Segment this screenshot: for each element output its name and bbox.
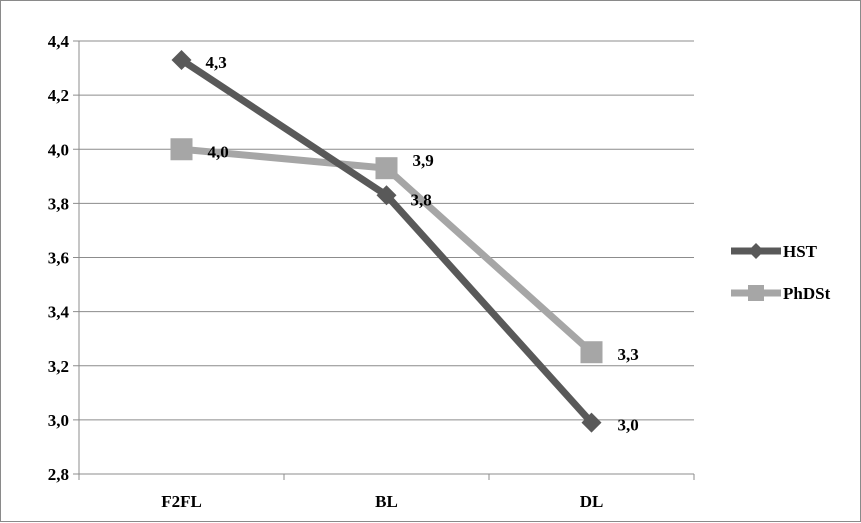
legend-label-hst: HST <box>783 242 818 261</box>
legend-marker-hst <box>748 243 764 259</box>
y-tick-label: 3,0 <box>48 411 69 430</box>
x-tick-label: F2FL <box>161 492 202 511</box>
x-tick-label: BL <box>375 492 398 511</box>
data-label-phdst: 3,9 <box>413 151 434 170</box>
y-tick-label: 4,4 <box>48 32 70 51</box>
data-label-hst: 3,0 <box>618 416 639 435</box>
data-point-hst <box>581 412 602 433</box>
data-point-phdst <box>170 138 193 161</box>
data-point-phdst <box>375 157 398 180</box>
data-labels: 4,3 3,8 3,0 4,0 3,9 3,3 <box>206 53 639 435</box>
y-axis-ticks: 2,8 3,0 3,2 3,4 3,6 3,8 4,0 4,2 4,4 <box>48 32 79 484</box>
y-tick-label: 4,2 <box>48 86 69 105</box>
series-line-hst <box>178 56 595 427</box>
y-tick-label: 3,2 <box>48 357 69 376</box>
y-tick-label: 3,4 <box>48 303 70 322</box>
legend-label-phdst: PhDSt <box>783 284 831 303</box>
data-label-phdst: 3,3 <box>618 345 639 364</box>
data-point-phdst <box>580 341 603 364</box>
y-tick-label: 3,6 <box>48 249 69 268</box>
data-point-hst <box>376 185 397 206</box>
legend-marker-phdst <box>748 285 764 301</box>
data-point-hst <box>171 49 192 70</box>
data-label-phdst: 4,0 <box>208 142 229 161</box>
legend: HST PhDSt <box>731 242 831 303</box>
y-tick-label: 2,8 <box>48 465 69 484</box>
y-tick-label: 3,8 <box>48 194 69 213</box>
series-group <box>170 49 603 433</box>
data-label-hst: 4,3 <box>206 53 227 72</box>
x-axis-ticks: F2FL BL DL <box>78 474 695 511</box>
x-tick-label: DL <box>580 492 604 511</box>
y-tick-label: 4,0 <box>48 140 69 159</box>
series-line-phdst <box>178 145 595 356</box>
data-label-hst: 3,8 <box>411 190 432 209</box>
